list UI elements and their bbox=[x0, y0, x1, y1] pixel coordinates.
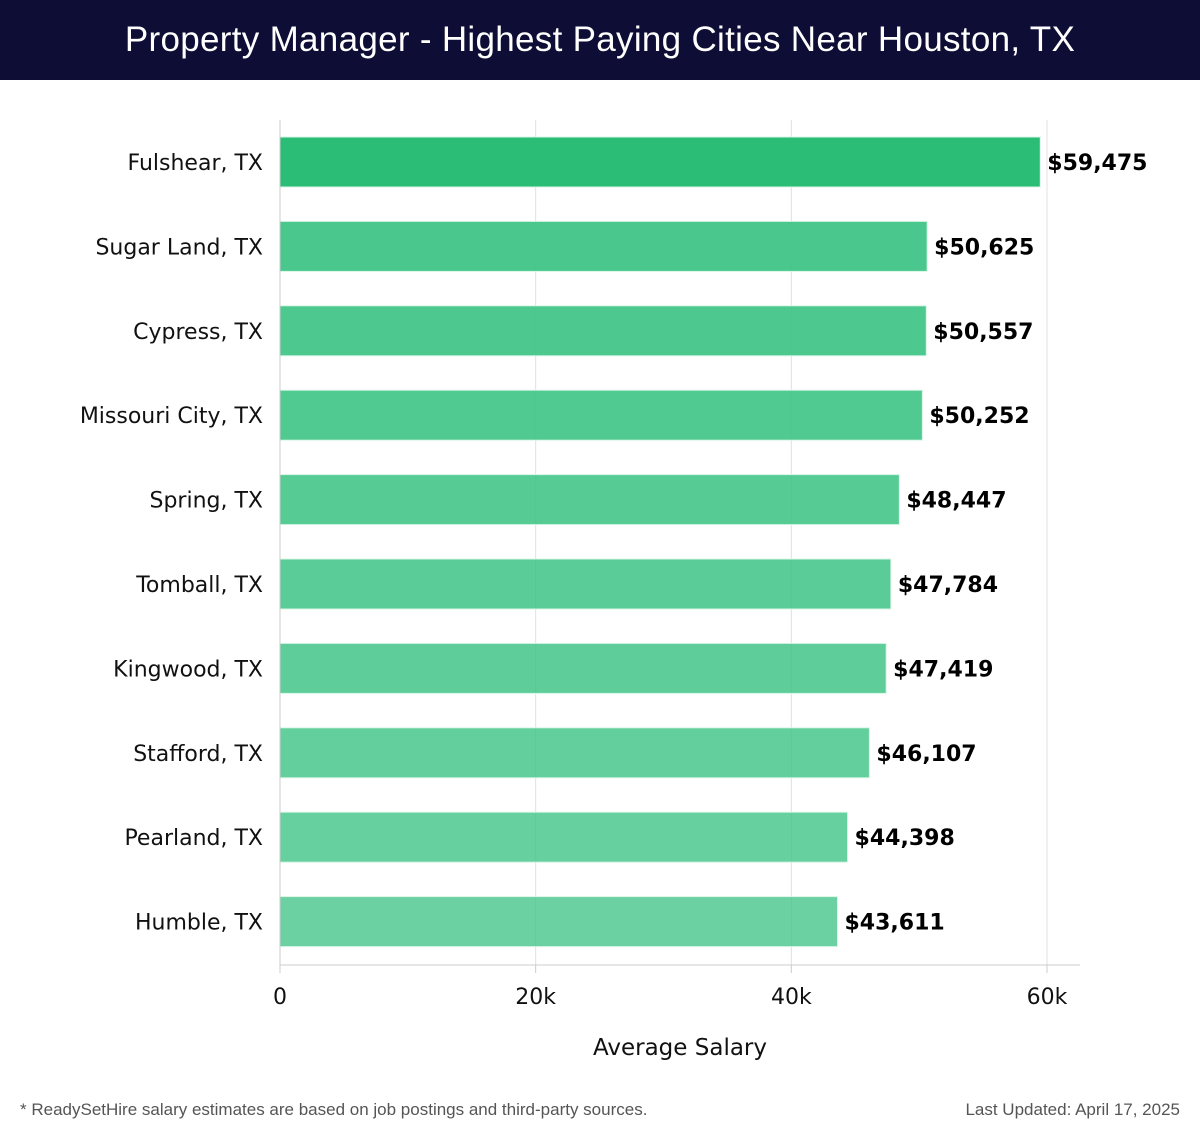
bar bbox=[279, 896, 838, 948]
chart-header: Property Manager - Highest Paying Cities… bbox=[0, 0, 1200, 80]
bar bbox=[279, 220, 928, 272]
chart-title: Property Manager - Highest Paying Cities… bbox=[124, 20, 1076, 59]
y-category-label: Humble, TX bbox=[135, 911, 263, 936]
value-label: $47,784 bbox=[898, 573, 998, 598]
y-axis-labels: Fulshear, TX Sugar Land, TX Cypress, TX Mis… bbox=[80, 151, 263, 936]
y-category-label: Cypress, TX bbox=[133, 320, 263, 345]
bars bbox=[279, 136, 1041, 948]
x-tick-label: 0 bbox=[273, 985, 287, 1010]
bar bbox=[279, 642, 887, 694]
y-category-label: Missouri City, TX bbox=[80, 404, 263, 429]
value-label: $50,557 bbox=[933, 320, 1033, 345]
bar bbox=[279, 389, 923, 441]
value-label: $44,398 bbox=[855, 826, 955, 851]
value-labels: $59,475 $50,625 $50,557 $50,252 $48,447 $47,7… bbox=[843, 150, 1149, 938]
y-category-label: Fulshear, TX bbox=[128, 151, 263, 176]
bar bbox=[279, 474, 900, 526]
value-label: $43,611 bbox=[844, 911, 944, 936]
footer-note: * ReadySetHire salary estimates are base… bbox=[20, 1100, 648, 1119]
y-category-label: Kingwood, TX bbox=[113, 657, 263, 682]
value-label: $48,447 bbox=[906, 489, 1006, 514]
value-label: $50,625 bbox=[934, 235, 1034, 260]
y-category-label: Spring, TX bbox=[150, 489, 264, 514]
x-axis: 0 20k 40k 60k bbox=[273, 120, 1080, 1010]
x-axis-title: Average Salary bbox=[593, 1035, 767, 1061]
bar bbox=[279, 558, 892, 610]
value-label: $47,419 bbox=[893, 657, 993, 682]
bar bbox=[279, 136, 1041, 188]
bar bbox=[279, 305, 927, 357]
bar bbox=[279, 727, 870, 779]
bar bbox=[279, 811, 849, 863]
y-category-label: Stafford, TX bbox=[133, 742, 263, 767]
value-label: $59,475 bbox=[1047, 151, 1147, 176]
x-tick-label: 20k bbox=[515, 985, 556, 1010]
y-category-label: Sugar Land, TX bbox=[95, 235, 263, 260]
bar-chart: 0 20k 40k 60k Fulshear, TX Sugar Land, TX Cyp… bbox=[80, 120, 1149, 1061]
last-updated: Last Updated: April 17, 2025 bbox=[965, 1100, 1180, 1119]
y-category-label: Pearland, TX bbox=[124, 826, 263, 851]
value-label: $46,107 bbox=[876, 742, 976, 767]
value-label: $50,252 bbox=[929, 404, 1029, 429]
y-category-label: Tomball, TX bbox=[135, 573, 263, 598]
x-tick-label: 60k bbox=[1027, 985, 1068, 1010]
x-tick-label: 40k bbox=[771, 985, 812, 1010]
